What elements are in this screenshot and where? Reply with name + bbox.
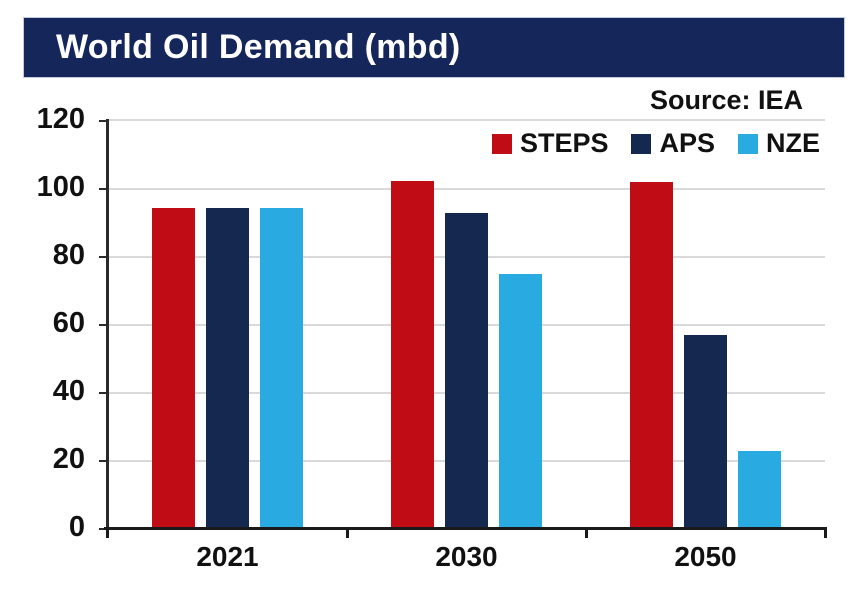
y-tick-0 <box>99 528 107 530</box>
y-tick-20 <box>99 460 107 462</box>
legend-swatch-aps <box>631 133 652 154</box>
y-tick-60 <box>99 324 107 326</box>
y-axis-label-100: 100 <box>36 171 85 203</box>
legend-label-aps: APS <box>659 128 715 158</box>
y-axis-labels: 0 20 40 60 80 100 120 <box>0 0 85 593</box>
y-tick-40 <box>99 392 107 394</box>
x-axis-labels: 2021 2030 2050 <box>108 541 825 577</box>
y-axis-label-120: 120 <box>36 103 85 135</box>
y-tick-120 <box>99 120 107 122</box>
legend-swatch-steps <box>491 133 512 154</box>
y-axis-label-60: 60 <box>52 307 85 339</box>
x-tick-0 <box>106 527 109 538</box>
bar-group-2021 <box>108 121 347 529</box>
y-tick-100 <box>99 188 107 190</box>
gridline-100 <box>108 188 825 190</box>
x-axis-line <box>104 527 826 530</box>
x-axis-label-2050: 2050 <box>674 541 737 572</box>
x-axis-label-2021: 2021 <box>196 541 259 572</box>
bar-aps-2050 <box>684 335 727 529</box>
y-axis-label-20: 20 <box>52 443 85 475</box>
x-tick-3 <box>824 527 827 538</box>
bar-steps-2021 <box>152 207 195 529</box>
bar-steps-2030 <box>391 180 434 529</box>
legend-item-aps: APS <box>631 128 715 159</box>
chart-title: World Oil Demand (mbd) <box>56 28 461 66</box>
bar-nze-2030 <box>499 274 542 529</box>
bar-aps-2030 <box>445 212 488 529</box>
legend-item-nze: NZE <box>738 128 820 159</box>
bar-group-2050 <box>586 121 825 529</box>
y-axis-label-80: 80 <box>52 239 85 271</box>
chart-legend: STEPS APS NZE <box>491 128 820 159</box>
legend-label-nze: NZE <box>766 128 820 158</box>
legend-label-steps: STEPS <box>519 128 609 158</box>
y-axis-line <box>106 119 109 530</box>
bar-nze-2050 <box>738 450 781 529</box>
x-axis-label-2030: 2030 <box>435 541 498 572</box>
bar-nze-2021 <box>260 207 303 529</box>
bar-steps-2050 <box>630 182 673 529</box>
legend-swatch-nze <box>738 133 758 154</box>
y-axis-label-40: 40 <box>52 375 85 407</box>
x-tick-1 <box>346 527 349 538</box>
bar-group-2030 <box>347 121 586 529</box>
y-tick-80 <box>99 256 107 258</box>
source-note: Source: IEA <box>649 85 803 115</box>
x-tick-2 <box>585 527 588 538</box>
legend-item-steps: STEPS <box>491 128 609 159</box>
bar-aps-2021 <box>206 207 249 529</box>
y-axis-label-0: 0 <box>68 511 85 543</box>
chart-title-bar: World Oil Demand (mbd) <box>23 17 845 78</box>
plot-area <box>99 119 827 538</box>
